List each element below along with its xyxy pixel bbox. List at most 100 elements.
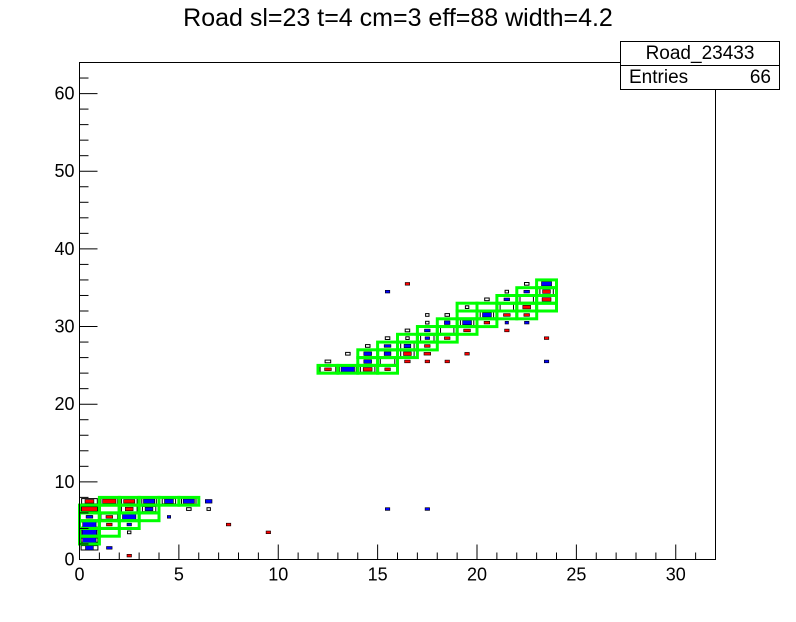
hist-cell-black xyxy=(99,505,119,513)
hist-cell-red xyxy=(483,320,491,325)
x-tick-label: 15 xyxy=(368,565,388,585)
hist-cell-red xyxy=(543,336,550,340)
hist-cell-red xyxy=(503,313,511,317)
hist-cell-red xyxy=(423,352,431,356)
hist-cell-black xyxy=(464,305,470,309)
hist-cell-blue xyxy=(444,320,451,325)
hist-cell-red xyxy=(102,498,117,504)
hist-cell-blue xyxy=(384,507,391,511)
x-tick-label: 10 xyxy=(268,565,288,585)
y-tick-label: 40 xyxy=(54,239,74,259)
x-tick-label: 20 xyxy=(467,565,487,585)
hist-cell-blue xyxy=(82,537,97,544)
x-tick-label: 30 xyxy=(666,565,686,585)
hist-cell-red xyxy=(463,328,471,333)
y-tick-label: 10 xyxy=(54,472,74,492)
hist-cell-blue xyxy=(85,515,94,519)
hist-cell-blue xyxy=(424,507,430,511)
road-bin xyxy=(535,278,558,290)
hist-cell-red xyxy=(444,359,450,364)
stats-histogram-name: Road_23433 xyxy=(621,42,779,66)
hist-cell-blue xyxy=(205,499,213,504)
hist-cell-red xyxy=(404,282,411,286)
hist-cell-red xyxy=(504,328,510,333)
y-tick-label: 20 xyxy=(54,394,74,414)
hist-cell-blue xyxy=(384,289,391,294)
hist-cell-black xyxy=(524,282,530,286)
hist-cell-red xyxy=(424,344,431,348)
y-tick-label: 50 xyxy=(54,161,74,181)
hist-cell-black xyxy=(384,336,391,340)
road-bin xyxy=(177,495,201,507)
hist-cell-blue xyxy=(363,351,372,356)
hist-cell-red xyxy=(105,515,113,519)
hist-cell-blue xyxy=(403,343,412,349)
hist-cell-black xyxy=(499,303,515,311)
hist-cell-red xyxy=(81,506,98,512)
hist-cell-blue xyxy=(167,515,172,519)
hist-cell-black xyxy=(127,530,132,535)
stats-entries-row: Entries 66 xyxy=(621,66,779,90)
hist-cell-black xyxy=(504,289,510,294)
hist-cell-blue xyxy=(524,320,530,325)
hist-cell-black xyxy=(379,357,396,366)
hist-cell-black xyxy=(425,320,430,325)
hist-cell-blue xyxy=(340,366,355,373)
hist-cell-blue xyxy=(504,320,509,325)
hist-cell-red xyxy=(384,367,391,371)
hist-cell-blue xyxy=(182,498,195,504)
hist-cell-red xyxy=(324,367,332,371)
hist-cell-black xyxy=(206,507,211,511)
hist-cell-red xyxy=(424,359,430,364)
hist-cell-black xyxy=(405,336,410,340)
hist-cell-blue xyxy=(81,528,97,536)
hist-cell-blue xyxy=(543,359,550,364)
x-tick-label: 0 xyxy=(74,565,84,585)
hist-cell-red xyxy=(125,506,134,512)
hist-cell-black xyxy=(519,295,534,303)
hist-cell-black xyxy=(365,344,371,348)
hist-cell-red xyxy=(123,499,136,504)
stats-entries-label: Entries xyxy=(629,67,689,88)
x-tick-label: 5 xyxy=(174,565,184,585)
chart-title: Road sl=23 t=4 cm=3 eff=88 width=4.2 xyxy=(183,4,613,32)
hist-cell-blue xyxy=(482,312,492,318)
y-tick-label: 0 xyxy=(64,550,74,570)
hist-cell-blue xyxy=(383,344,392,348)
hist-cell-black xyxy=(484,297,490,302)
hist-cell-red xyxy=(226,522,232,527)
hist-cell-blue xyxy=(462,320,472,326)
hist-cell-black xyxy=(324,359,332,364)
hist-cell-red xyxy=(362,367,373,372)
hist-cell-blue xyxy=(143,498,155,504)
hist-cell-red xyxy=(522,304,531,310)
hist-cell-blue xyxy=(383,351,392,356)
hist-cell-red xyxy=(265,530,271,535)
hist-cell-red xyxy=(403,351,412,356)
hist-cell-blue xyxy=(85,545,94,551)
hist-cell-blue xyxy=(164,498,174,504)
hist-cell-black xyxy=(440,326,455,334)
hist-cell-blue xyxy=(144,506,154,512)
y-tick-label: 60 xyxy=(54,84,74,104)
hist-cell-blue xyxy=(122,513,137,520)
histogram-cells xyxy=(80,281,554,558)
hist-cell-red xyxy=(523,313,530,317)
hist-cell-blue xyxy=(424,336,430,340)
hist-cell-blue xyxy=(82,521,97,528)
road-bin xyxy=(475,301,499,313)
stats-entries-value: 66 xyxy=(749,67,771,88)
hist-cell-blue xyxy=(503,297,510,302)
hist-cell-red xyxy=(464,352,470,356)
hist-cell-black xyxy=(186,507,192,511)
hist-cell-red xyxy=(126,553,132,558)
hist-cell-red xyxy=(541,297,552,302)
hist-cell-red xyxy=(84,499,95,504)
hist-cell-red xyxy=(106,522,113,527)
hist-cell-black xyxy=(444,313,450,317)
axes: 0 5 10 15 20 25 30 0 10 20 30 40 50 60 xyxy=(54,62,716,585)
hist-cell-blue xyxy=(363,359,372,364)
hist-cell-blue xyxy=(541,281,552,287)
plot-frame xyxy=(79,62,716,560)
